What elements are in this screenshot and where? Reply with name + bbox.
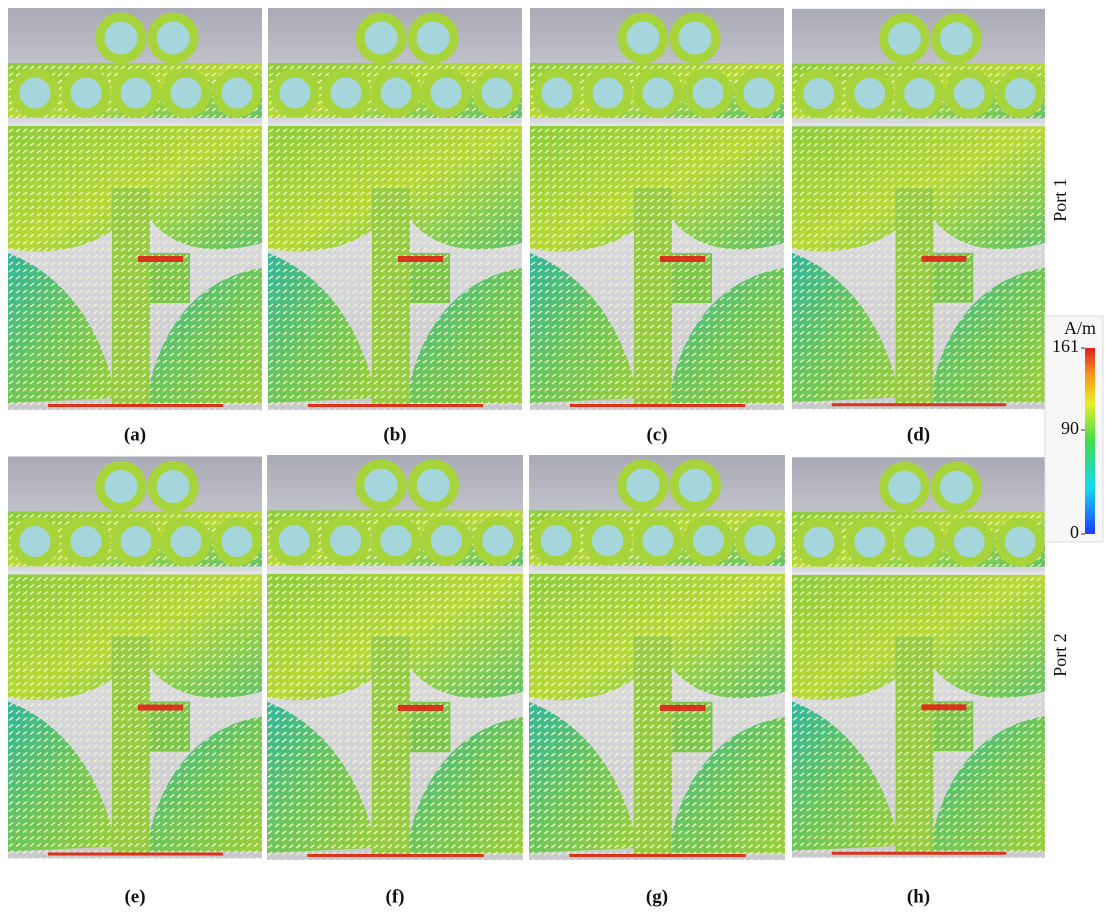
- panel-label: (f): [386, 886, 405, 907]
- panel-image: [8, 8, 262, 410]
- panel-label: (b): [383, 424, 406, 445]
- panel-label: (g): [646, 886, 668, 907]
- colorbar-unit: A/m: [1064, 318, 1096, 338]
- row-label: Port 2: [1050, 633, 1070, 677]
- colorbar-tick-label: 0: [1070, 522, 1079, 542]
- panel-image: [530, 8, 784, 410]
- colorbar-gradient: [1085, 348, 1095, 534]
- panel-image: [792, 9, 1045, 409]
- row-label: Port 1: [1050, 178, 1070, 222]
- panel-label: (a): [124, 424, 146, 445]
- panel-label: (h): [907, 886, 930, 907]
- panel-image: [792, 457, 1045, 857]
- colorbar-tick-label: 161: [1052, 336, 1079, 356]
- panel-label: (d): [907, 424, 930, 445]
- panel-image: [529, 455, 785, 860]
- colorbar-tick-label: 90: [1061, 418, 1079, 438]
- panel-image: [8, 457, 262, 859]
- panel-label: (e): [124, 886, 145, 907]
- panel-label: (c): [646, 424, 667, 445]
- panel-image: [268, 8, 522, 410]
- panel-grid: (a) (b) (c) (d) (e) (f) (g) (h): [8, 8, 1045, 907]
- colorbar: A/m 0 90 161: [1044, 315, 1104, 543]
- panel-image: [267, 455, 523, 860]
